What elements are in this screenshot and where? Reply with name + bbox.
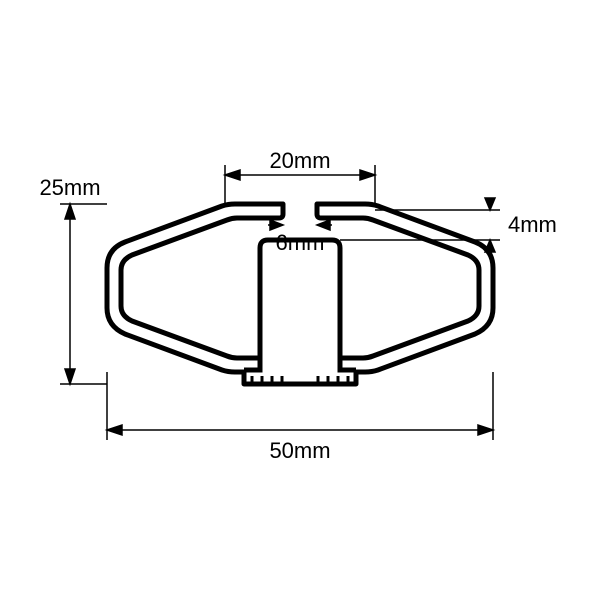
dimension-slot-outer-label: 20mm: [269, 148, 330, 173]
profile-diagram: 50mm 25mm 20mm 6mm 4mm: [0, 0, 600, 600]
dimension-slot-inner-label: 6mm: [276, 230, 325, 255]
profile-center-channel: [244, 358, 356, 370]
dimension-slot-inner: [268, 220, 332, 230]
dimension-slot-depth-label: 4mm: [508, 212, 557, 237]
dimension-height: [60, 204, 107, 384]
dimension-width-label: 50mm: [269, 438, 330, 463]
dimension-height-label: 25mm: [39, 175, 100, 200]
